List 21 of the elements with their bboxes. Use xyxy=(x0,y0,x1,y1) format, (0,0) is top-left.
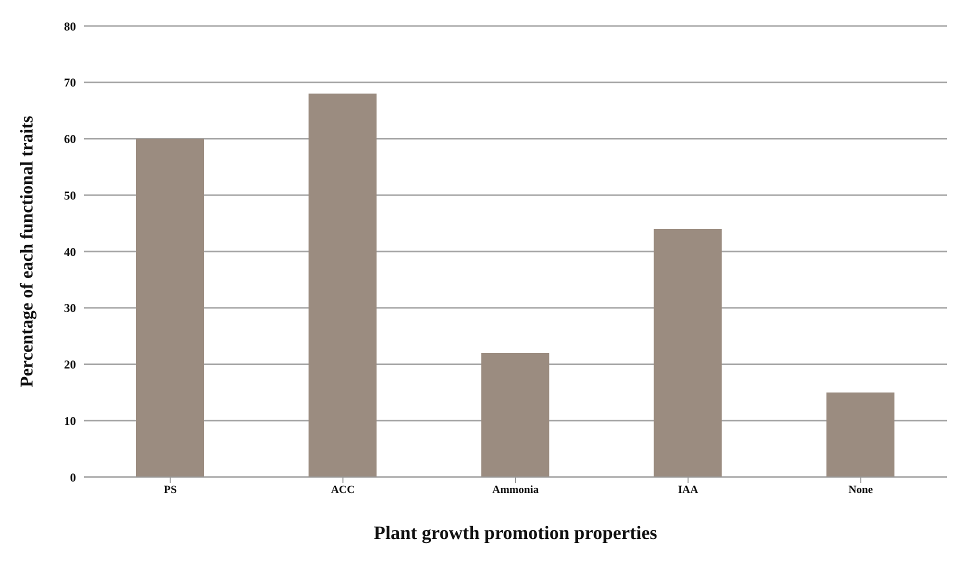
bar xyxy=(136,138,204,477)
x-tick-label: ACC xyxy=(330,484,355,496)
bar xyxy=(654,228,722,477)
x-tick-label: IAA xyxy=(678,484,698,496)
y-tick-label: 60 xyxy=(64,132,76,146)
x-axis-title: Plant growth promotion properties xyxy=(374,523,658,544)
x-tick-label: Ammonia xyxy=(492,484,540,496)
bar xyxy=(308,94,377,477)
y-tick-label: 80 xyxy=(64,19,76,34)
x-tick-label: PS xyxy=(164,484,177,496)
y-axis-title: Percentage of each functional traits xyxy=(16,116,36,388)
y-tick-label: 50 xyxy=(64,188,76,202)
y-tick-label: 0 xyxy=(70,470,76,484)
y-tick-label: 70 xyxy=(64,76,76,90)
y-tick-label: 10 xyxy=(64,414,76,428)
y-tick-label: 30 xyxy=(64,301,76,316)
y-tick-label: 40 xyxy=(64,244,76,259)
bar xyxy=(826,392,894,477)
y-tick-label: 20 xyxy=(64,358,76,372)
bar xyxy=(481,352,550,477)
x-tick-label: None xyxy=(848,484,874,496)
